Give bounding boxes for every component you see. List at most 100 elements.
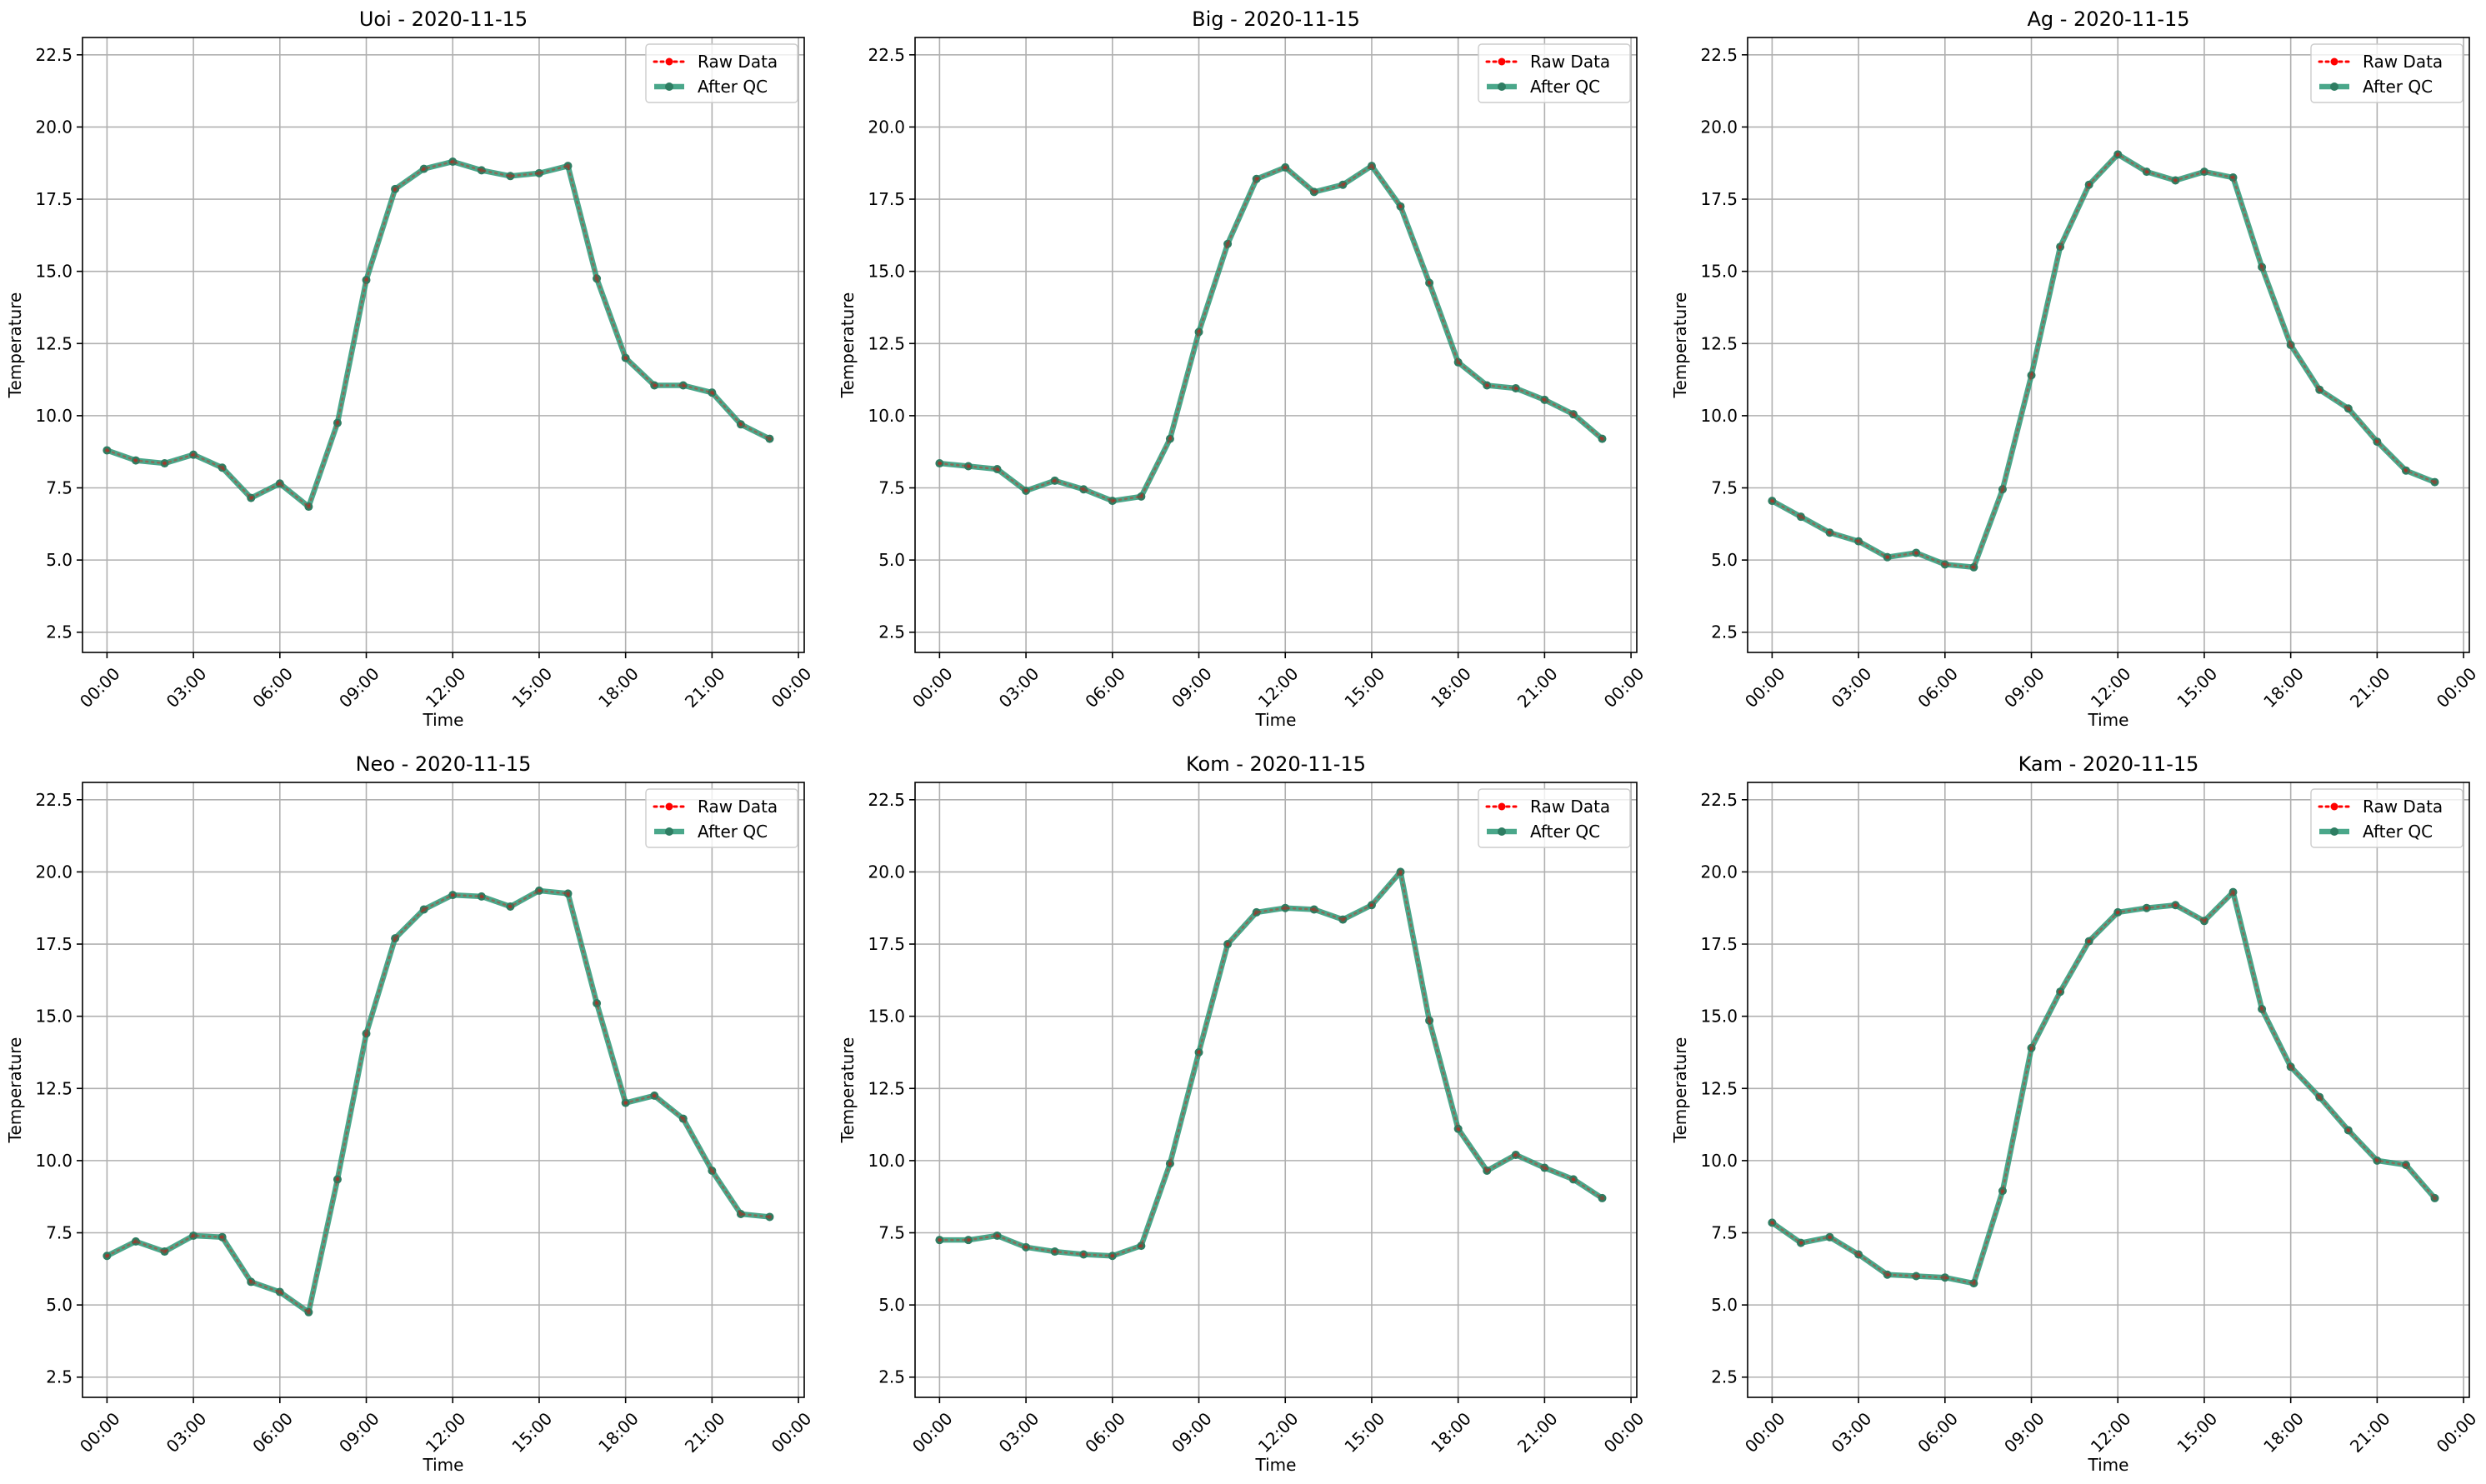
after-qc-point xyxy=(1453,1124,1463,1133)
raw-data-point xyxy=(1369,163,1374,168)
x-tick-label: 09:00 xyxy=(1168,663,1216,712)
raw-data-point xyxy=(278,1290,283,1295)
legend-raw-label: Raw Data xyxy=(698,797,778,817)
raw-data-point xyxy=(2000,1188,2005,1193)
raw-data-point xyxy=(306,504,311,509)
y-tick-label: 7.5 xyxy=(46,1223,73,1243)
after-qc-line xyxy=(1769,889,2438,1287)
y-tick-label: 2.5 xyxy=(878,1367,905,1387)
raw-data-point xyxy=(1197,1050,1202,1055)
x-tick-label: 21:00 xyxy=(681,1408,729,1457)
after-qc-point xyxy=(247,493,256,502)
y-tick-label: 10.0 xyxy=(1700,406,1738,426)
raw-data-point xyxy=(2259,264,2264,269)
raw-data-point xyxy=(2231,890,2236,895)
after-qc-point xyxy=(1194,1047,1203,1057)
raw-data-point xyxy=(2173,902,2178,907)
after-qc-point xyxy=(1425,1016,1434,1025)
x-tick-label: 03:00 xyxy=(995,1408,1043,1457)
raw-data-point xyxy=(508,904,513,909)
y-tick-label: 7.5 xyxy=(1711,478,1738,498)
legend-raw-label: Raw Data xyxy=(2363,797,2443,817)
chart-panel: 00:00 03:00 06:00 09:00 12:00 15:00 18:00 21:00… xyxy=(838,752,1648,1475)
y-tick-label: 10.0 xyxy=(868,406,905,426)
after-qc-point xyxy=(2286,341,2295,349)
raw-data-point xyxy=(1053,1249,1058,1254)
raw-data-point xyxy=(768,1214,773,1219)
after-qc-point xyxy=(1598,434,1607,443)
after-qc-point xyxy=(131,456,140,465)
after-qc-point xyxy=(1108,1252,1117,1261)
raw-data-point xyxy=(1456,1127,1461,1132)
after-qc-point xyxy=(2286,1062,2295,1072)
x-tick-label: 15:00 xyxy=(2173,1408,2222,1457)
x-tick-label: 21:00 xyxy=(2346,663,2394,712)
after-qc-point xyxy=(2027,371,2036,380)
raw-data-point xyxy=(2346,406,2351,411)
raw-data-point xyxy=(2087,939,2092,944)
x-tick-label: 06:00 xyxy=(1081,1408,1129,1457)
raw-data-point xyxy=(335,1177,340,1182)
raw-data-point xyxy=(422,167,427,172)
after-qc-point xyxy=(333,418,342,427)
raw-data-point xyxy=(1225,242,1230,247)
x-axis-label: Time xyxy=(423,710,464,730)
raw-data-point xyxy=(2029,1046,2034,1051)
after-qc-point xyxy=(1338,915,1348,924)
raw-data-point xyxy=(1484,1168,1489,1173)
x-tick-label: 00:00 xyxy=(908,663,957,712)
after-qc-point xyxy=(2373,437,2382,447)
after-qc-point xyxy=(963,462,973,471)
after-qc-point xyxy=(506,902,515,911)
raw-data-point xyxy=(1600,1196,1605,1201)
after-qc-point xyxy=(131,1237,140,1246)
x-tick-label: 15:00 xyxy=(508,1408,557,1457)
after-qc-point xyxy=(304,502,313,512)
after-qc-point xyxy=(2084,937,2093,946)
legend-raw-marker xyxy=(1498,802,1506,811)
after-qc-point xyxy=(2258,1004,2267,1013)
after-qc-point xyxy=(2142,903,2151,912)
x-tick-label: 21:00 xyxy=(681,663,729,712)
raw-data-point xyxy=(995,1233,1000,1238)
after-qc-point xyxy=(1396,202,1405,211)
after-qc-point xyxy=(765,434,774,443)
raw-data-point xyxy=(1856,539,1861,544)
y-tick-label: 2.5 xyxy=(46,1367,73,1387)
raw-data-point xyxy=(364,1031,369,1036)
y-tick-label: 5.0 xyxy=(46,550,73,570)
raw-data-point xyxy=(364,277,369,282)
after-qc-point xyxy=(1367,901,1376,910)
raw-data-point xyxy=(1081,1252,1086,1257)
raw-data-line xyxy=(106,889,771,1314)
x-tick-label: 21:00 xyxy=(1513,1408,1562,1457)
after-qc-point xyxy=(650,1091,659,1100)
y-axis-label: Temperature xyxy=(1670,1037,1690,1144)
after-qc-point xyxy=(1281,162,1290,172)
x-tick-label: 12:00 xyxy=(422,663,470,712)
legend-raw-marker xyxy=(665,57,673,66)
raw-data-point xyxy=(133,458,138,463)
after-qc-point xyxy=(1969,1279,1978,1288)
legend-raw-label: Raw Data xyxy=(2363,52,2443,72)
y-tick-label: 7.5 xyxy=(878,478,905,498)
y-tick-label: 22.5 xyxy=(868,45,905,65)
chart-title: Neo - 2020-11-15 xyxy=(356,752,532,776)
legend-raw-marker xyxy=(2330,57,2338,66)
y-tick-label: 17.5 xyxy=(35,189,73,209)
after-qc-point xyxy=(1483,1167,1492,1176)
after-qc-line xyxy=(937,869,1605,1259)
chart-title: Big - 2020-11-15 xyxy=(1192,7,1360,31)
raw-data-point xyxy=(422,907,427,912)
after-qc-point xyxy=(1598,1193,1607,1202)
raw-data-point xyxy=(1369,902,1374,907)
raw-data-point xyxy=(2403,1162,2408,1167)
raw-data-point xyxy=(2144,169,2149,174)
raw-data-point xyxy=(248,496,253,501)
raw-data-point xyxy=(163,461,168,466)
after-qc-point xyxy=(391,184,400,193)
x-tick-label: 18:00 xyxy=(594,1408,643,1457)
after-qc-point xyxy=(1079,485,1088,494)
y-tick-label: 17.5 xyxy=(1700,934,1738,954)
raw-data-point xyxy=(1168,437,1173,442)
